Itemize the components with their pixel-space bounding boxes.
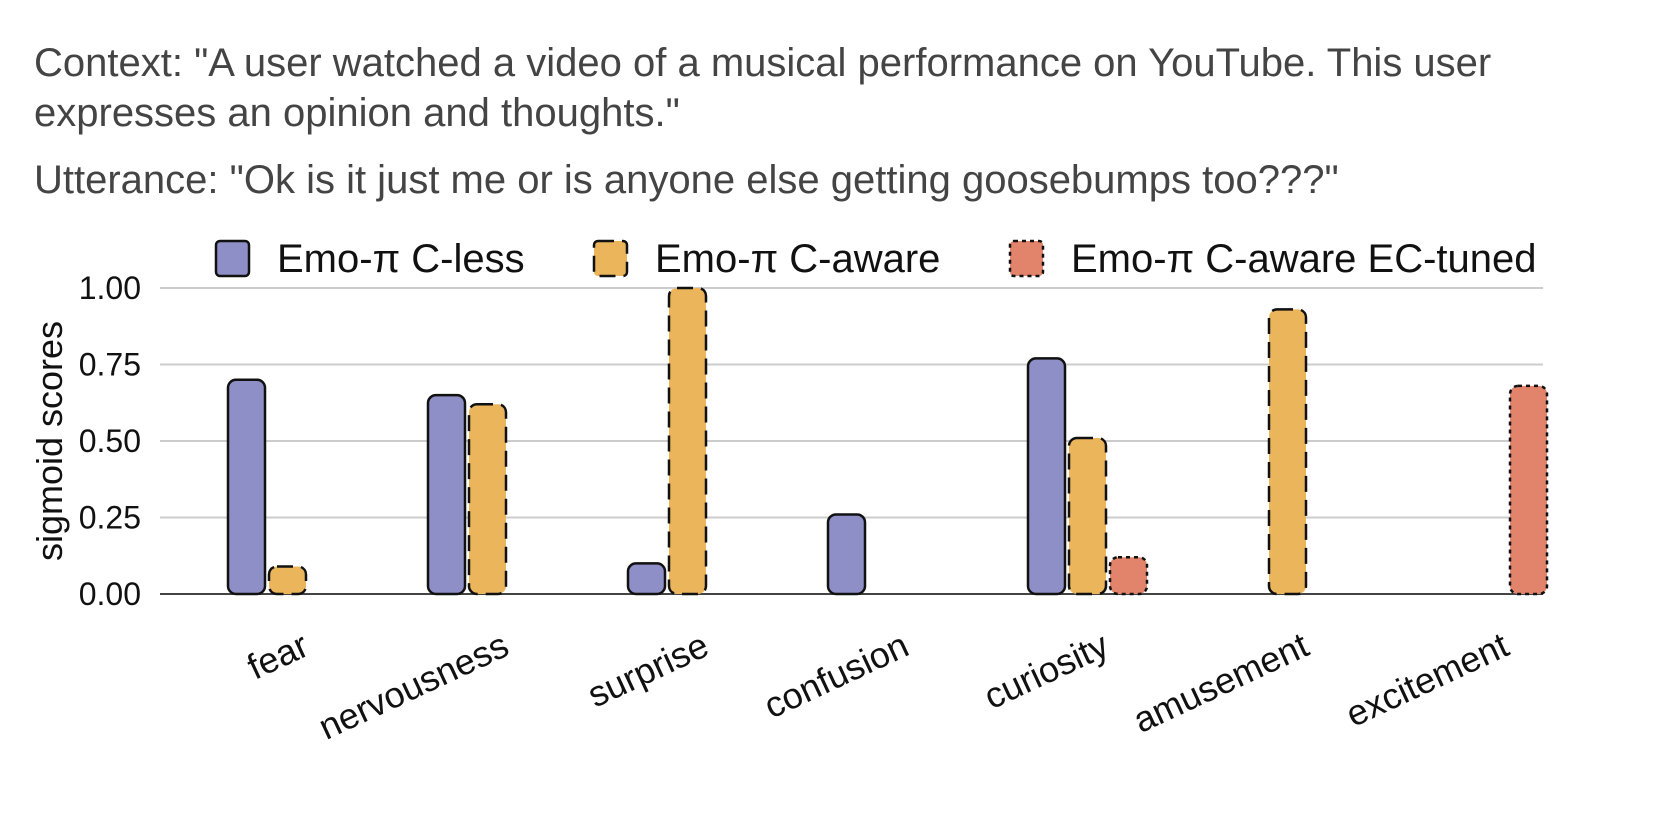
bar-surprise-series-1 <box>626 562 667 596</box>
x-tick-label: fear <box>241 624 315 687</box>
y-tick-label: 0.00 <box>79 576 141 612</box>
legend-label: Emo-π C-aware EC-tuned <box>1071 237 1537 281</box>
legend-swatch <box>214 239 251 278</box>
x-tick-label: excitement <box>1339 624 1514 735</box>
y-tick-label: 0.25 <box>79 500 141 536</box>
bar-confusion-series-1 <box>826 513 867 596</box>
bar-fear-series-2 <box>267 565 308 596</box>
bar-curiosity-series-3 <box>1108 556 1149 596</box>
bar-nervousness-series-2 <box>467 403 508 596</box>
legend-label: Emo-π C-less <box>277 237 525 281</box>
y-tick-label: 1.00 <box>79 270 141 306</box>
bar-surprise-series-2 <box>667 286 708 596</box>
bars <box>226 286 1549 596</box>
y-tick-label: 0.75 <box>79 347 141 383</box>
bar-amusement-series-2 <box>1267 308 1308 596</box>
grid-lines <box>160 287 1543 595</box>
x-tick-label: nervousness <box>312 624 514 747</box>
context-text: Context: "A user watched a video of a mu… <box>34 41 1492 135</box>
bar-curiosity-series-2 <box>1067 436 1108 596</box>
utterance-text: Utterance: "Ok is it just me or is anyon… <box>34 158 1339 202</box>
y-axis-label: sigmoid scores <box>29 321 70 561</box>
x-tick-label: amusement <box>1127 624 1315 741</box>
bar-nervousness-series-1 <box>426 393 467 596</box>
x-tick-label: confusion <box>758 624 915 726</box>
x-tick-label: curiosity <box>978 624 1115 717</box>
y-tick-label: 0.50 <box>79 423 141 459</box>
legend-swatch <box>592 239 629 278</box>
bar-fear-series-1 <box>226 378 267 596</box>
legend-label: Emo-π C-aware <box>655 237 940 281</box>
x-tick-label: surprise <box>581 624 714 715</box>
chart-legend: Emo-π C-less Emo-π C-aware Emo-π C-aware E… <box>214 237 1537 281</box>
bar-excitement-series-3 <box>1508 384 1549 596</box>
bar-curiosity-series-1 <box>1026 357 1067 596</box>
legend-swatch <box>1008 239 1045 278</box>
